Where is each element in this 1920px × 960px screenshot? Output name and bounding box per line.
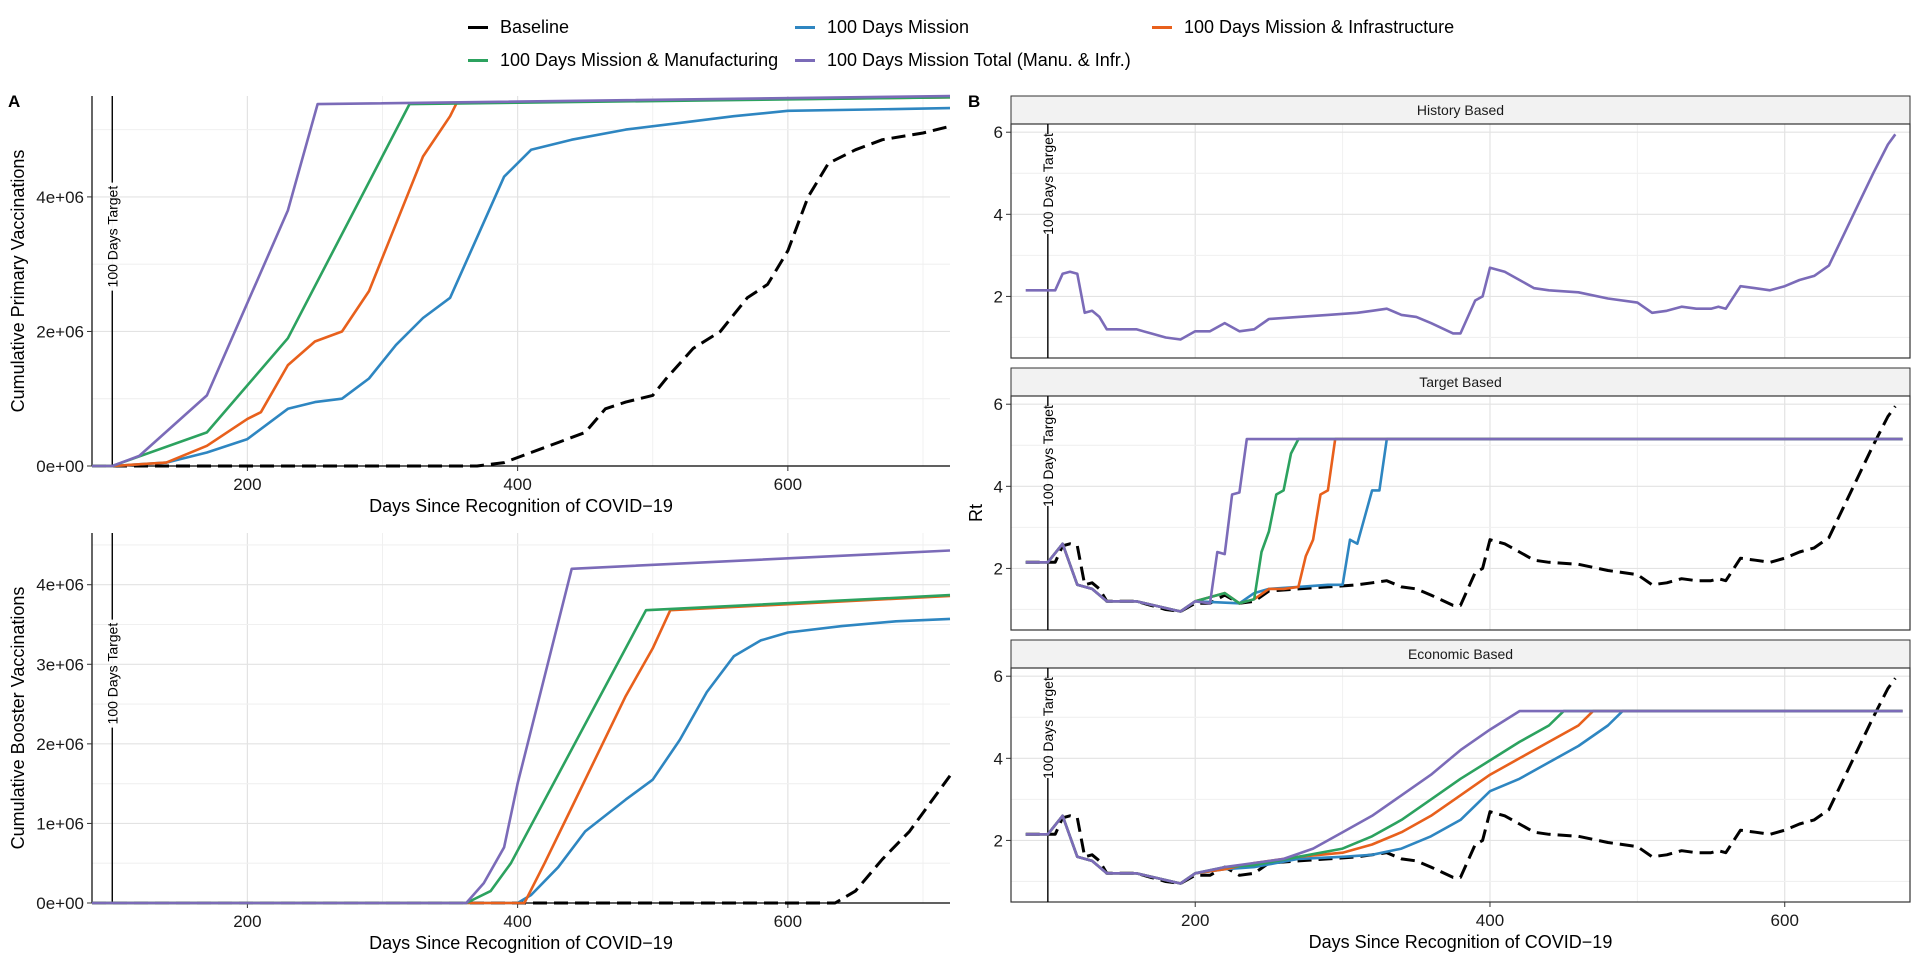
series-line-baseline xyxy=(1025,677,1897,885)
panel-border xyxy=(1010,123,1911,359)
target-label: 100 Days Target xyxy=(104,186,120,288)
series-line-100-days-mission-manufacturing xyxy=(1025,437,1903,613)
legend-label: 100 Days Mission Total (Manu. & Infr.) xyxy=(827,49,1131,70)
y-tick-label: 2e+06 xyxy=(36,322,84,341)
legend-label: 100 Days Mission xyxy=(827,16,970,37)
series-line-baseline xyxy=(1025,405,1897,613)
x-tick-label: 400 xyxy=(1476,911,1504,930)
series-line-100-days-mission-infrastructure xyxy=(92,594,951,905)
series-line-100-days-mission xyxy=(1025,709,1903,885)
y-tick-label: 0e+00 xyxy=(36,457,84,476)
x-axis-label: Days Since Recognition of COVID−19 xyxy=(369,496,673,516)
panel-b-label: B xyxy=(968,92,980,111)
legend-item-baseline: Baseline xyxy=(468,15,569,39)
target-label: 100 Days Target xyxy=(1040,133,1056,235)
y-tick-label: 6 xyxy=(994,123,1003,142)
y-tick-label: 3e+06 xyxy=(36,655,84,674)
x-axis-label: Days Since Recognition of COVID−19 xyxy=(369,933,673,953)
y-tick-label: 6 xyxy=(994,395,1003,414)
series-line-100-days-mission-infrastructure xyxy=(1025,437,1903,613)
legend-label: 100 Days Mission & Infrastructure xyxy=(1184,16,1455,37)
y-tick-label: 4 xyxy=(994,205,1003,224)
y-tick-label: 4e+06 xyxy=(36,188,84,207)
x-tick-label: 600 xyxy=(774,912,802,931)
x-tick-label: 400 xyxy=(503,912,531,931)
strip-header xyxy=(1010,367,1911,397)
series-line-baseline xyxy=(92,124,951,468)
series-line-100-days-mission-manufacturing xyxy=(92,96,951,468)
series-line-100-days-mission-total-manu-infr xyxy=(92,549,951,905)
strip-title: Target Based xyxy=(1419,374,1502,390)
y-tick-label: 2 xyxy=(994,559,1003,578)
target-label: 100 Days Target xyxy=(1040,677,1056,779)
strip-header xyxy=(1010,95,1911,125)
strip-title: History Based xyxy=(1417,102,1504,118)
series-line-100-days-mission-infrastructure xyxy=(1025,709,1903,885)
chart-target: Target Based 2 4 6 Rt 100 Days Target xyxy=(966,367,1911,631)
series-line-baseline xyxy=(92,774,952,905)
legend-item-total: 100 Days Mission Total (Manu. & Infr.) xyxy=(795,48,1131,72)
target-label: 100 Days Target xyxy=(1040,405,1056,507)
chart-economic: Economic Based 2 4 6 200 400 600 Days Since Rec… xyxy=(994,639,1911,952)
legend-swatch xyxy=(468,58,488,62)
y-tick-label: 6 xyxy=(994,667,1003,686)
series-line-100-days-mission xyxy=(92,106,951,468)
x-axis-label: Days Since Recognition of COVID−19 xyxy=(1309,932,1613,952)
plots: 0e+00 2e+06 4e+06 200 400 600 Days Since Recog… xyxy=(8,94,1911,953)
chart-primary: 0e+00 2e+06 4e+06 200 400 600 Days Since Recog… xyxy=(8,94,951,516)
legend-label: 100 Days Mission & Manufacturing xyxy=(500,49,779,70)
x-tick-label: 600 xyxy=(1771,911,1799,930)
y-axis-label: Cumulative Booster Vaccinations xyxy=(8,587,28,850)
series-line-100-days-mission-total-manu-infr xyxy=(1025,709,1903,885)
series-line-100-days-mission-total-manu-infr xyxy=(1025,133,1897,341)
legend-item-manufacturing: 100 Days Mission & Manufacturing xyxy=(468,48,778,72)
series-line-100-days-mission-manufacturing xyxy=(92,593,951,905)
y-tick-label: 0e+00 xyxy=(36,894,84,913)
y-tick-label: 1e+06 xyxy=(36,814,84,833)
y-tick-label: 4 xyxy=(994,749,1003,768)
panel-border xyxy=(1010,667,1911,903)
y-tick-label: 2 xyxy=(994,831,1003,850)
legend-item-100-days-mission: 100 Days Mission xyxy=(795,15,969,39)
chart-booster: 0e+00 1e+06 2e+06 3e+06 4e+06 200 400 600 Days S… xyxy=(8,533,952,953)
series-line-100-days-mission xyxy=(1025,437,1903,613)
legend-swatch xyxy=(1152,25,1172,29)
legend-item-infrastructure: 100 Days Mission & Infrastructure xyxy=(1152,15,1454,39)
legend-swatch xyxy=(795,25,815,29)
x-tick-label: 200 xyxy=(233,475,261,494)
y-tick-label: 4 xyxy=(994,477,1003,496)
panel-border xyxy=(1010,395,1911,631)
x-tick-label: 600 xyxy=(774,475,802,494)
x-tick-label: 200 xyxy=(233,912,261,931)
panel-a-label: A xyxy=(8,92,20,111)
x-tick-label: 400 xyxy=(503,475,531,494)
series-line-100-days-mission-manufacturing xyxy=(1025,709,1903,885)
y-tick-label: 2 xyxy=(994,287,1003,306)
y-tick-label: 4e+06 xyxy=(36,576,84,595)
y-axis-label: Cumulative Primary Vaccinations xyxy=(8,150,28,413)
legend-swatch xyxy=(468,25,488,29)
target-label: 100 Days Target xyxy=(104,623,120,725)
chart-history: History Based 2 4 6 100 Days Target xyxy=(994,95,1911,359)
series-line-100-days-mission-total-manu-infr xyxy=(1025,437,1903,613)
strip-title: Economic Based xyxy=(1408,646,1513,662)
legend: Baseline 100 Days Mission 100 Days Missi… xyxy=(0,0,1920,80)
series-line-100-days-mission-infrastructure xyxy=(92,96,951,468)
legend-swatch xyxy=(795,58,815,62)
y-tick-label: 2e+06 xyxy=(36,735,84,754)
series-line-100-days-mission xyxy=(92,617,951,905)
series-line-100-days-mission-total-manu-infr xyxy=(92,94,951,468)
y-axis-label: Rt xyxy=(966,504,986,522)
x-tick-label: 200 xyxy=(1181,911,1209,930)
legend-label: Baseline xyxy=(500,16,570,37)
